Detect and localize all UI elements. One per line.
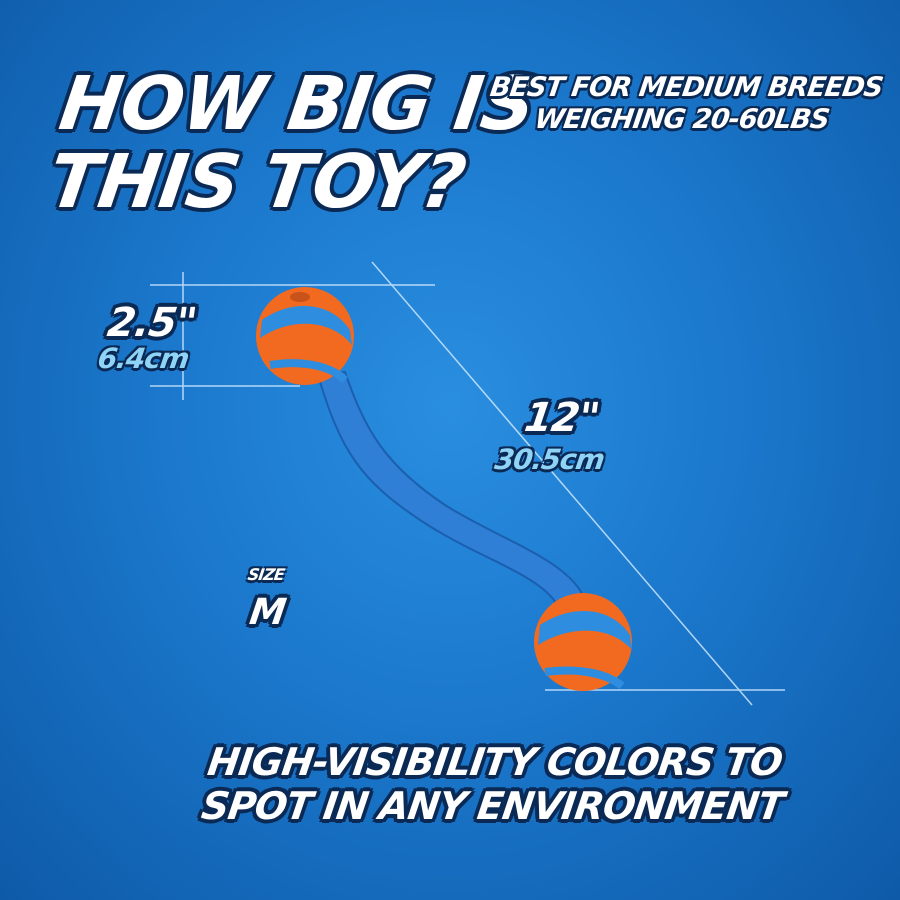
ball-top [256,287,354,385]
dimension-line-diagonal [371,261,753,706]
ball-bottom [534,593,632,691]
length-cm: 30.5cm [492,443,607,476]
headline-line-1: HOW BIG IS [54,61,541,147]
tagline: HIGH-VISIBILITY COLORS TO SPOT IN ANY EN… [199,740,792,828]
tagline-line-1: HIGH-VISIBILITY COLORS TO [205,740,785,784]
tagline-line-2: SPOT IN ANY ENVIRONMENT [198,784,786,828]
dimension-lines [150,261,785,706]
headline-line-2: THIS TOY? [43,139,471,225]
subheadline-line-1: BEST FOR MEDIUM BREEDS [488,72,885,103]
subheadline-line-2: WEIGHING 20-60LBS [532,104,831,135]
ball-diameter-cm: 6.4cm [95,342,191,375]
headline: HOW BIG IS THIS TOY? [43,61,541,225]
ball-diameter-inches: 2.5" [104,300,199,346]
size-label: SIZE [246,565,286,584]
subheadline: BEST FOR MEDIUM BREEDS WEIGHING 20-60LBS [484,72,885,136]
length-inches: 12" [521,395,602,441]
size-value: M [247,592,288,633]
